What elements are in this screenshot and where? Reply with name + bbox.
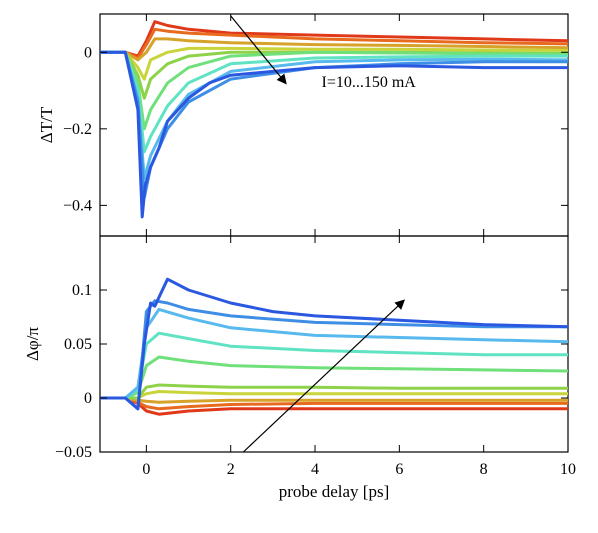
bottom-series-line-7 — [100, 307, 568, 400]
panel-bottom: −0.05 0 0.05 0.1 0 2 4 6 8 10 Δφ/π — [23, 235, 576, 478]
bottom-y-tick-label: 0 — [84, 390, 92, 407]
bottom-y-tick-label: 0.05 — [64, 336, 92, 353]
bottom-series-line-5 — [100, 355, 568, 400]
top-y-ticks: 0 −0.2 −0.4 — [63, 44, 568, 214]
top-annotation-arrow — [230, 15, 287, 85]
panel-bottom-frame — [99, 235, 569, 453]
top-y-axis-title: ΔT/T — [37, 106, 56, 143]
x-axis-title: probe delay [ps] — [279, 482, 389, 501]
x-tick-label: 2 — [227, 461, 235, 478]
top-y-tick-label: 0 — [84, 44, 92, 61]
bottom-series-line-4 — [100, 383, 568, 400]
bottom-series-line-3 — [100, 390, 568, 400]
bottom-y-tick-label: 0.1 — [72, 282, 92, 299]
bottom-series-line-2 — [100, 396, 568, 404]
x-tick-label: 8 — [480, 461, 488, 478]
top-series-line-6 — [100, 50, 568, 154]
bottom-series-line-9 — [100, 277, 568, 411]
top-series-line-2 — [100, 37, 568, 62]
bottom-y-ticks: −0.05 0 0.05 0.1 — [55, 282, 568, 461]
bottom-annotation-arrow — [242, 299, 406, 453]
bottom-y-axis-title: Δφ/π — [23, 327, 42, 361]
top-series-group — [100, 20, 568, 219]
top-series-line-9 — [100, 50, 568, 219]
bottom-x-ticks: 0 2 4 6 8 10 — [142, 236, 576, 478]
panel-top: 0 −0.2 −0.4 ΔT/T I=10...150 mA — [37, 13, 569, 237]
x-tick-label: 4 — [311, 461, 319, 478]
top-annotation-text: I=10...150 mA — [322, 74, 417, 91]
x-tick-label: 0 — [142, 461, 150, 478]
top-y-tick-label: −0.2 — [63, 121, 92, 138]
top-series-line-7 — [100, 50, 568, 181]
bottom-y-tick-label: −0.05 — [55, 444, 92, 461]
top-y-tick-label: −0.4 — [63, 197, 92, 214]
top-series-line-5 — [100, 50, 568, 131]
bottom-annotation — [242, 299, 406, 453]
top-annotation: I=10...150 mA — [230, 15, 417, 91]
top-x-ticks — [145, 14, 569, 236]
top-series-line-3 — [100, 46, 568, 81]
bottom-series-group — [100, 277, 568, 416]
x-tick-label: 6 — [395, 461, 403, 478]
x-tick-label: 10 — [560, 461, 576, 478]
